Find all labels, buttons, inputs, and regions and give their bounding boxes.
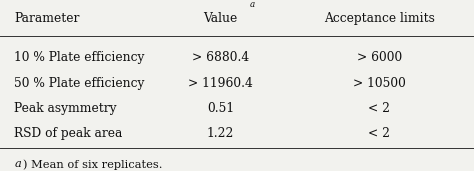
Text: 1.22: 1.22	[207, 127, 234, 140]
Text: Value: Value	[203, 12, 237, 25]
Text: < 2: < 2	[368, 127, 390, 140]
Text: > 10500: > 10500	[353, 77, 406, 90]
Text: Acceptance limits: Acceptance limits	[324, 12, 435, 25]
Text: > 6000: > 6000	[356, 51, 402, 64]
Text: < 2: < 2	[368, 102, 390, 115]
Text: ) Mean of six replicates.: ) Mean of six replicates.	[23, 159, 162, 170]
Text: 0.51: 0.51	[207, 102, 234, 115]
Text: Peak asymmetry: Peak asymmetry	[14, 102, 117, 115]
Text: a: a	[250, 0, 255, 9]
Text: > 11960.4: > 11960.4	[188, 77, 253, 90]
Text: RSD of peak area: RSD of peak area	[14, 127, 123, 140]
Text: 10 % Plate efficiency: 10 % Plate efficiency	[14, 51, 145, 64]
Text: Parameter: Parameter	[14, 12, 80, 25]
Text: a: a	[14, 159, 21, 169]
Text: > 6880.4: > 6880.4	[192, 51, 249, 64]
Text: 50 % Plate efficiency: 50 % Plate efficiency	[14, 77, 145, 90]
